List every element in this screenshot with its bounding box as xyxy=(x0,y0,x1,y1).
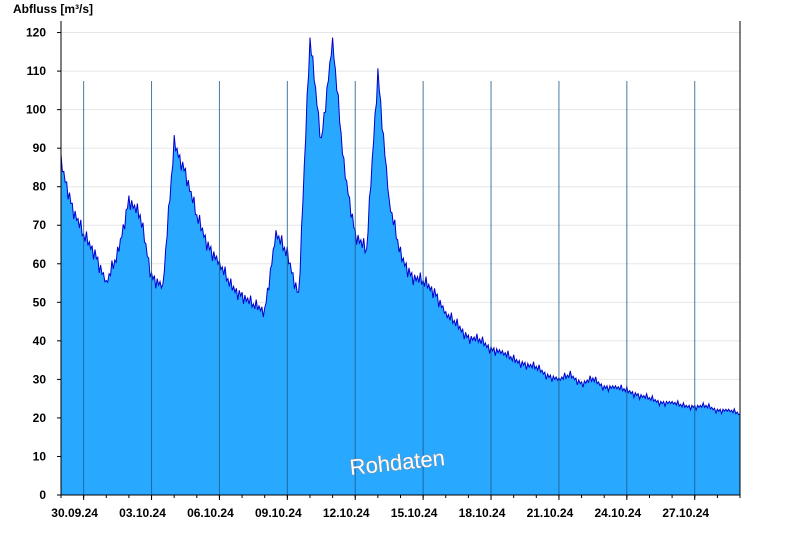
x-tick-label: 15.10.24 xyxy=(391,506,438,520)
y-tick-label: 110 xyxy=(27,64,47,78)
discharge-area-fill xyxy=(61,37,740,495)
y-tick-label: 0 xyxy=(39,488,46,502)
y-tick-label: 10 xyxy=(33,449,47,463)
y-tick-label: 40 xyxy=(33,334,47,348)
y-tick-label: 50 xyxy=(33,295,47,309)
x-tick-label: 12.10.24 xyxy=(323,506,370,520)
y-tick-label: 20 xyxy=(33,411,47,425)
y-tick-labels: 0 10 20 30 40 50 60 70 80 90 100 110 120 xyxy=(26,26,46,502)
x-tick-label: 30.09.24 xyxy=(51,506,98,520)
axes xyxy=(60,21,741,496)
x-tick-labels: 30.09.24 03.10.24 06.10.24 09.10.24 12.10.24… xyxy=(51,506,709,520)
y-tick-label: 60 xyxy=(33,257,47,271)
y-tick-label: 70 xyxy=(33,218,47,232)
x-tick-label: 27.10.24 xyxy=(662,506,709,520)
discharge-area xyxy=(60,37,741,495)
y-tick-label: 30 xyxy=(33,372,47,386)
y-tick-label: 120 xyxy=(26,26,46,40)
y-tick-label: 80 xyxy=(33,180,47,194)
x-tick-label: 03.10.24 xyxy=(119,506,166,520)
y-axis-title: Abfluss [m³/s] xyxy=(13,2,93,16)
x-tick-label: 09.10.24 xyxy=(255,506,302,520)
x-tick-label: 21.10.24 xyxy=(527,506,574,520)
y-tick-label: 90 xyxy=(33,141,47,155)
x-tick-label: 18.10.24 xyxy=(459,506,506,520)
y-tick-label: 100 xyxy=(26,103,46,117)
x-tick-label: 06.10.24 xyxy=(187,506,234,520)
day-separator-lines xyxy=(60,81,741,500)
x-tick-label: 24.10.24 xyxy=(594,506,641,520)
